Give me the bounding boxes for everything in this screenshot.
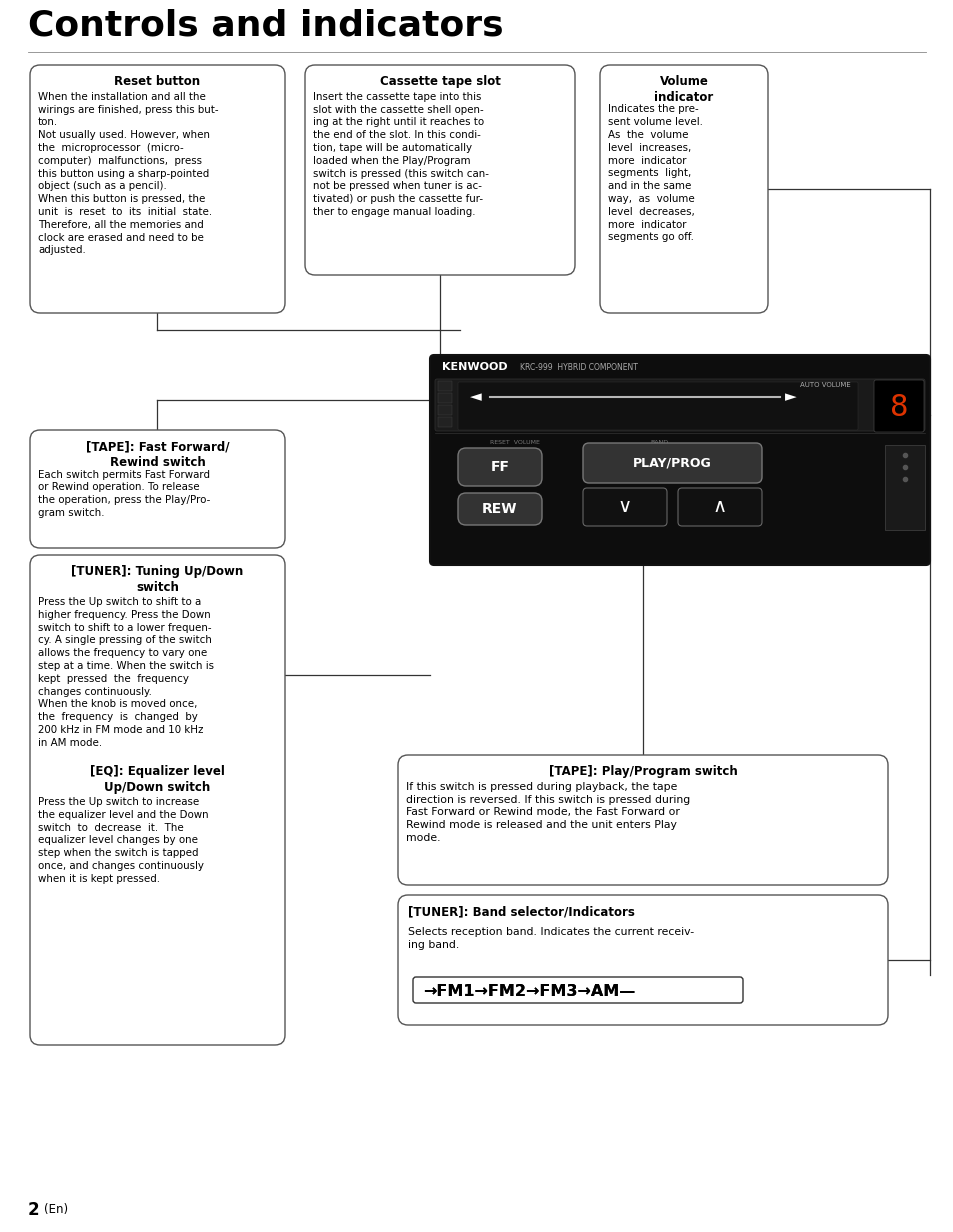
Text: [TUNER]: Tuning Up/Down
switch: [TUNER]: Tuning Up/Down switch — [71, 565, 243, 594]
Text: PLAY/PROG: PLAY/PROG — [632, 457, 711, 469]
FancyBboxPatch shape — [30, 65, 285, 313]
Text: KRC-999  HYBRID COMPONENT: KRC-999 HYBRID COMPONENT — [519, 362, 638, 372]
Text: Press the Up switch to increase
the equalizer level and the Down
switch  to  dec: Press the Up switch to increase the equa… — [38, 797, 209, 883]
Text: [TAPE]: Fast Forward/
Rewind switch: [TAPE]: Fast Forward/ Rewind switch — [86, 440, 229, 469]
Text: Indicates the pre-
sent volume level.
As  the  volume
level  increases,
more  in: Indicates the pre- sent volume level. As… — [607, 105, 702, 243]
FancyBboxPatch shape — [397, 894, 887, 1025]
FancyBboxPatch shape — [437, 405, 452, 415]
Text: 2: 2 — [28, 1201, 40, 1218]
FancyBboxPatch shape — [30, 430, 285, 548]
FancyBboxPatch shape — [30, 554, 285, 1045]
FancyBboxPatch shape — [397, 755, 887, 885]
Text: RESET  VOLUME: RESET VOLUME — [490, 440, 539, 445]
Text: REW: REW — [482, 501, 517, 516]
FancyBboxPatch shape — [678, 488, 761, 526]
Text: →FM1→FM2→FM3→AM—: →FM1→FM2→FM3→AM— — [422, 983, 635, 998]
Text: Volume
indicator: Volume indicator — [654, 75, 713, 103]
FancyBboxPatch shape — [413, 977, 742, 1003]
Text: ∧: ∧ — [712, 498, 726, 516]
Text: Reset button: Reset button — [114, 75, 200, 87]
FancyBboxPatch shape — [457, 448, 541, 485]
Text: ◄: ◄ — [470, 389, 481, 404]
FancyBboxPatch shape — [437, 416, 452, 428]
FancyBboxPatch shape — [599, 65, 767, 313]
FancyBboxPatch shape — [582, 444, 761, 483]
FancyBboxPatch shape — [435, 379, 924, 431]
Text: 8: 8 — [889, 393, 907, 421]
Text: Selects reception band. Indicates the current receiv-
ing band.: Selects reception band. Indicates the cu… — [408, 926, 694, 950]
FancyBboxPatch shape — [305, 65, 575, 275]
Text: KENWOOD: KENWOOD — [441, 362, 507, 372]
Text: [TAPE]: Play/Program switch: [TAPE]: Play/Program switch — [548, 765, 737, 777]
FancyBboxPatch shape — [582, 488, 666, 526]
FancyBboxPatch shape — [430, 355, 929, 565]
FancyBboxPatch shape — [437, 393, 452, 403]
FancyBboxPatch shape — [873, 379, 923, 432]
FancyBboxPatch shape — [457, 493, 541, 525]
Text: Controls and indicators: Controls and indicators — [28, 7, 503, 42]
Text: BAND: BAND — [649, 440, 667, 445]
Text: [TUNER]: Band selector/Indicators: [TUNER]: Band selector/Indicators — [408, 906, 634, 918]
Text: [EQ]: Equalizer level
Up/Down switch: [EQ]: Equalizer level Up/Down switch — [90, 765, 225, 793]
Text: FF: FF — [490, 460, 509, 474]
FancyBboxPatch shape — [884, 445, 924, 530]
FancyBboxPatch shape — [437, 381, 452, 391]
Text: AUTO VOLUME: AUTO VOLUME — [800, 382, 850, 388]
Text: If this switch is pressed during playback, the tape
direction is reversed. If th: If this switch is pressed during playbac… — [406, 782, 690, 843]
Text: ∨: ∨ — [618, 498, 632, 516]
Text: →FM1→FM2→FM3→AM—: →FM1→FM2→FM3→AM— — [422, 983, 635, 998]
Text: Press the Up switch to shift to a
higher frequency. Press the Down
switch to shi: Press the Up switch to shift to a higher… — [38, 598, 213, 748]
Text: Cassette tape slot: Cassette tape slot — [379, 75, 500, 87]
Text: When the installation and all the
wirings are finished, press this but-
ton.
Not: When the installation and all the wiring… — [38, 91, 218, 255]
Text: Each switch permits Fast Forward
or Rewind operation. To release
the operation, : Each switch permits Fast Forward or Rewi… — [38, 469, 211, 517]
Text: ►: ► — [784, 389, 796, 404]
Text: (En): (En) — [44, 1204, 68, 1216]
Text: Insert the cassette tape into this
slot with the cassette shell open-
ing at the: Insert the cassette tape into this slot … — [313, 91, 489, 217]
FancyBboxPatch shape — [457, 382, 857, 430]
